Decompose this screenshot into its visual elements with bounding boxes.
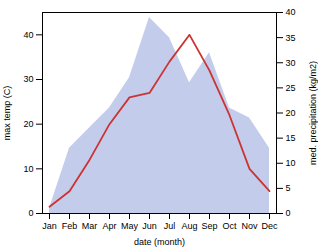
svg-text:25: 25 (286, 83, 296, 93)
svg-text:Jan: Jan (42, 221, 57, 231)
svg-text:30: 30 (23, 74, 33, 84)
svg-text:May: May (121, 221, 139, 231)
svg-text:Sep: Sep (201, 221, 217, 231)
svg-text:0: 0 (28, 208, 33, 218)
svg-text:Dec: Dec (261, 221, 278, 231)
svg-text:Jun: Jun (142, 221, 157, 231)
svg-text:Nov: Nov (241, 221, 258, 231)
svg-text:40: 40 (286, 7, 296, 17)
svg-text:20: 20 (286, 108, 296, 118)
svg-text:20: 20 (23, 119, 33, 129)
svg-text:0: 0 (286, 208, 291, 218)
svg-text:Mar: Mar (82, 221, 98, 231)
svg-text:med. precipitation (kg/m2): med. precipitation (kg/m2) (308, 61, 318, 165)
svg-text:10: 10 (23, 164, 33, 174)
svg-text:5: 5 (286, 183, 291, 193)
svg-text:30: 30 (286, 58, 296, 68)
svg-text:date (month): date (month) (134, 237, 185, 247)
svg-text:Feb: Feb (62, 221, 78, 231)
svg-text:Jul: Jul (164, 221, 176, 231)
svg-text:40: 40 (23, 30, 33, 40)
svg-text:max temp (C): max temp (C) (2, 86, 12, 141)
svg-text:Aug: Aug (181, 221, 197, 231)
svg-text:Apr: Apr (102, 221, 116, 231)
svg-text:15: 15 (286, 133, 296, 143)
svg-text:35: 35 (286, 33, 296, 43)
svg-text:10: 10 (286, 158, 296, 168)
svg-text:Oct: Oct (222, 221, 237, 231)
